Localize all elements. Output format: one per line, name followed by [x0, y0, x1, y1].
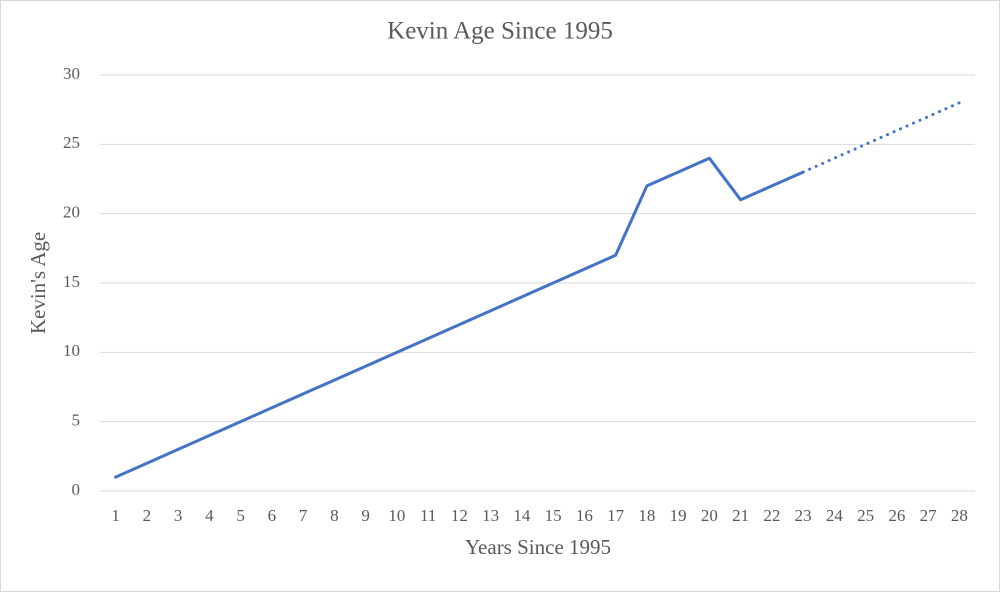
- x-tick-label: 26: [888, 506, 905, 525]
- y-tick-label: 5: [72, 411, 81, 430]
- x-tick-label: 17: [607, 506, 625, 525]
- x-tick-label: 13: [482, 506, 499, 525]
- x-tick-label: 19: [670, 506, 687, 525]
- x-tick-label: 3: [174, 506, 183, 525]
- x-tick-label: 18: [638, 506, 655, 525]
- x-tick-label: 16: [576, 506, 593, 525]
- y-tick-label: 15: [63, 272, 80, 291]
- x-tick-label: 5: [236, 506, 245, 525]
- x-tick-label: 28: [951, 506, 968, 525]
- x-tick-label: 9: [361, 506, 370, 525]
- y-tick-label: 25: [63, 133, 80, 152]
- x-tick-label: 11: [420, 506, 436, 525]
- x-tick-label: 6: [268, 506, 277, 525]
- x-tick-label: 2: [143, 506, 152, 525]
- chart-title: Kevin Age Since 1995: [387, 18, 613, 45]
- x-tick-label: 12: [451, 506, 468, 525]
- x-tick-label: 23: [795, 506, 812, 525]
- x-tick-label: 15: [545, 506, 562, 525]
- x-tick-label: 10: [388, 506, 405, 525]
- y-tick-label: 10: [63, 341, 80, 360]
- x-tick-label: 14: [513, 506, 531, 525]
- y-tick-label: 0: [72, 480, 81, 499]
- y-axis-title: Kevin's Age: [26, 232, 50, 334]
- data-line: [801, 101, 961, 174]
- data-line: [114, 156, 805, 479]
- x-tick-label: 27: [920, 506, 938, 525]
- y-tick-label: 30: [63, 64, 80, 83]
- x-tick-label: 20: [701, 506, 718, 525]
- x-tick-label: 22: [763, 506, 780, 525]
- x-tick-label: 7: [299, 506, 308, 525]
- x-tick-label: 4: [205, 506, 214, 525]
- x-axis-title: Years Since 1995: [465, 535, 611, 559]
- x-tick-label: 25: [857, 506, 874, 525]
- y-tick-label: 20: [63, 203, 80, 222]
- x-tick-label: 21: [732, 506, 749, 525]
- x-tick-label: 24: [826, 506, 844, 525]
- x-tick-label: 8: [330, 506, 339, 525]
- x-tick-label: 1: [111, 506, 120, 525]
